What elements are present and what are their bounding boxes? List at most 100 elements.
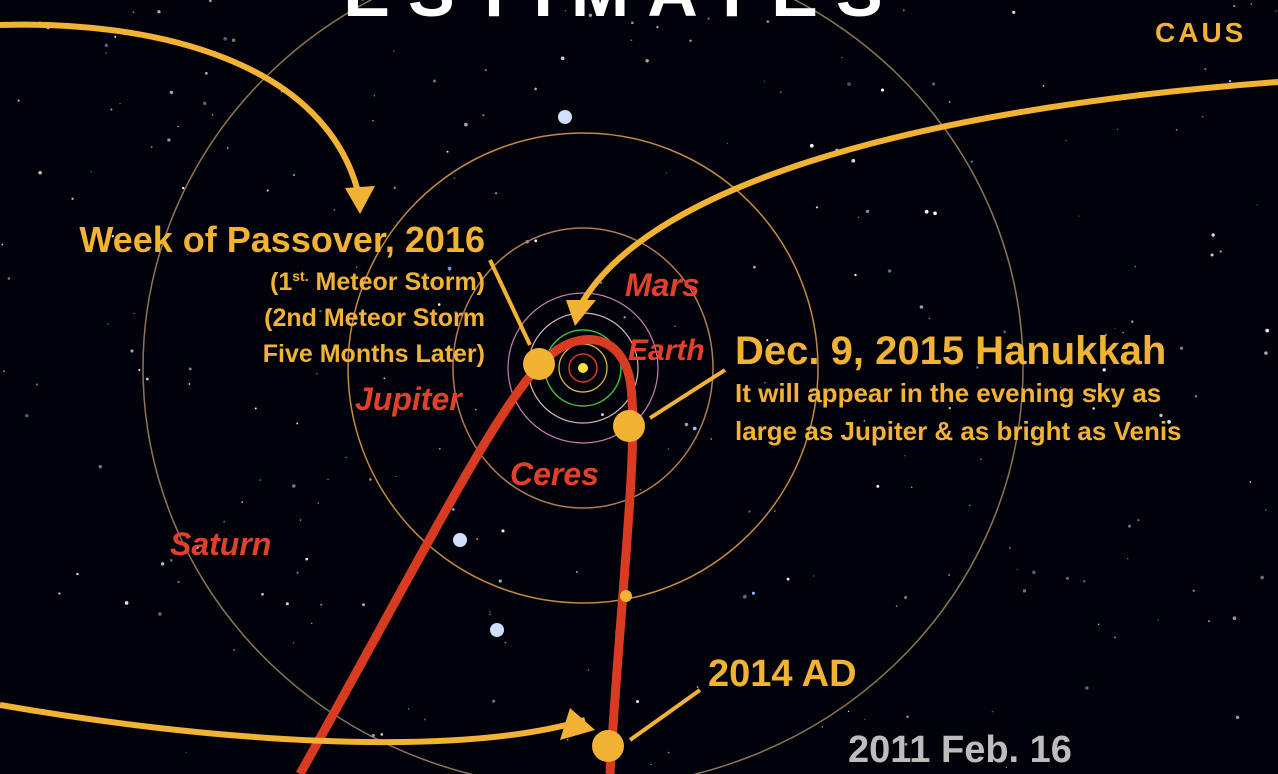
star — [233, 649, 235, 651]
star — [317, 502, 319, 504]
star — [105, 52, 107, 54]
planet-label: Ceres — [510, 456, 599, 492]
star — [534, 88, 537, 91]
star — [408, 708, 410, 710]
star — [255, 407, 257, 409]
star — [182, 187, 184, 189]
star — [1229, 80, 1231, 82]
star — [146, 378, 149, 381]
star — [1264, 351, 1267, 354]
star — [1066, 577, 1069, 580]
star — [774, 510, 775, 511]
star — [787, 578, 790, 581]
star — [110, 108, 112, 110]
star — [1193, 590, 1195, 592]
star — [969, 505, 970, 506]
star — [903, 10, 905, 12]
star — [454, 177, 456, 179]
star — [668, 752, 670, 754]
star — [108, 323, 109, 324]
star — [1134, 266, 1136, 268]
star — [133, 12, 134, 13]
passover-line-part: Meteor Storm) — [309, 268, 485, 296]
star — [296, 422, 298, 424]
star — [1, 243, 3, 245]
star — [227, 147, 229, 149]
star — [949, 101, 951, 103]
star — [1083, 580, 1086, 583]
star — [120, 103, 121, 104]
hanukkah-line: It will appear in the evening sky as — [735, 378, 1161, 408]
star — [925, 210, 929, 214]
star — [346, 457, 347, 458]
star — [300, 519, 301, 520]
date-label: 2011 Feb. 16 — [848, 729, 1072, 771]
star — [1208, 620, 1210, 622]
star — [267, 189, 269, 191]
star — [369, 478, 372, 481]
star — [1265, 329, 1269, 333]
star — [485, 69, 487, 71]
year-label: 2014 AD — [708, 653, 857, 695]
star — [810, 144, 814, 148]
star — [501, 529, 504, 532]
star — [439, 448, 441, 450]
star — [212, 114, 213, 115]
star — [305, 558, 308, 561]
star — [636, 700, 639, 703]
star — [624, 316, 626, 318]
star — [876, 485, 879, 488]
star — [1220, 250, 1222, 252]
star — [492, 700, 495, 703]
star — [693, 427, 697, 431]
star — [630, 39, 632, 41]
star — [534, 239, 537, 242]
star — [203, 102, 206, 105]
sun — [578, 363, 588, 373]
star — [8, 277, 11, 280]
star — [374, 95, 375, 96]
star — [1098, 624, 1099, 625]
star — [395, 476, 396, 477]
star — [333, 209, 335, 211]
passover-title: Week of Passover, 2016 — [79, 219, 485, 260]
star — [311, 623, 312, 624]
star — [167, 138, 170, 141]
star — [394, 187, 396, 189]
star — [1202, 116, 1204, 118]
title: ESTIMATES — [343, 0, 900, 31]
bright-star — [490, 623, 504, 637]
bright-star — [453, 533, 467, 547]
star — [992, 711, 993, 712]
star — [881, 89, 884, 92]
star — [25, 414, 28, 417]
star — [1017, 569, 1018, 570]
star — [697, 686, 699, 688]
star — [928, 318, 930, 320]
star — [260, 479, 261, 480]
passover-line: (2nd Meteor Storm — [264, 304, 485, 332]
star — [1137, 519, 1139, 521]
star — [847, 82, 851, 86]
star — [71, 198, 73, 200]
star — [851, 159, 855, 163]
star — [904, 455, 905, 456]
star — [1211, 233, 1214, 236]
superscript: st. — [292, 268, 308, 284]
star — [138, 369, 140, 371]
star — [292, 484, 295, 487]
star — [1251, 3, 1252, 4]
star — [896, 605, 898, 607]
star — [1117, 129, 1118, 130]
star — [125, 601, 129, 605]
star — [645, 59, 648, 62]
star — [1250, 481, 1252, 483]
star — [320, 604, 322, 606]
star — [177, 126, 178, 127]
star — [297, 572, 299, 574]
star — [1195, 395, 1198, 398]
star — [380, 733, 383, 736]
star — [1131, 321, 1133, 323]
star — [189, 368, 192, 371]
star — [505, 642, 506, 643]
